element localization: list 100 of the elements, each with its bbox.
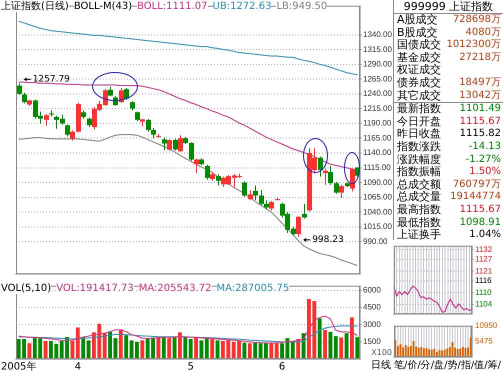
x-tick-label: 6: [278, 362, 286, 371]
category-label: 国债成交: [397, 38, 441, 52]
candlestick: [22, 92, 27, 104]
y-tick-label: 1127: [475, 254, 493, 264]
y-tick-label: 1115.00: [363, 162, 392, 172]
bar: [28, 343, 32, 359]
chart-subtitle: BOLL-M(43): [74, 1, 132, 12]
candlestick: [178, 134, 183, 152]
candlestick: [44, 113, 49, 126]
text: 13042万: [459, 90, 501, 101]
text: 19144774: [450, 191, 501, 202]
text: 999999 上证指数: [394, 0, 503, 14]
bar: [350, 318, 354, 359]
text: BOLL:1111.07: [137, 1, 208, 12]
candlestick: [296, 216, 301, 238]
candlestick: [199, 158, 204, 166]
category-label: 指数振幅: [397, 165, 441, 178]
y-tick-label: 1110: [475, 288, 492, 297]
candlestick: [87, 117, 92, 128]
candlestick: [323, 168, 328, 186]
annotation: 998.23: [312, 235, 344, 246]
y-tick-label: 1500: [363, 337, 382, 346]
candlestick: [302, 203, 307, 220]
x-tick-label: 2005年: [0, 360, 36, 371]
y-tick-label: 4500: [363, 302, 382, 312]
bar: [216, 340, 220, 359]
text: 1.50%: [469, 166, 501, 178]
y-tick-label: 3000: [363, 320, 382, 329]
category-label: 最新指数: [397, 102, 441, 116]
y-tick-label: 1265.00: [363, 74, 392, 84]
category-label: 基金成交: [397, 50, 441, 64]
text: 1115.67: [460, 204, 501, 215]
text: 760797万: [452, 178, 501, 190]
category-label: A股成交: [397, 13, 438, 26]
text: 1115.82: [460, 128, 501, 140]
text: 27218万: [459, 52, 501, 63]
candlestick: [259, 190, 264, 206]
bar: [178, 332, 182, 359]
y-tick-label: 1065.00: [363, 192, 392, 202]
candlestick: [248, 190, 253, 201]
y-tick-label: 1315.00: [363, 44, 392, 54]
candlestick: [269, 200, 274, 211]
candlestick: [264, 200, 269, 210]
bar: [242, 342, 246, 359]
candlestick: [65, 125, 70, 137]
y-tick-label: 1340.00: [363, 30, 392, 39]
text: LB:949.50: [276, 1, 328, 12]
bar: [44, 340, 48, 359]
bar: [194, 338, 198, 359]
text: 1115.67: [460, 116, 501, 127]
category-label: 债券成交: [397, 76, 441, 90]
category-label: 权证成交: [397, 63, 441, 76]
category-label: B股成交: [397, 26, 438, 39]
y-tick-label: 1090.00: [363, 178, 392, 187]
category-label: 最低指数: [397, 216, 441, 229]
y-tick-label: 1215.00: [363, 104, 392, 113]
y-tick-label: 1290.00: [363, 60, 392, 69]
candlestick: [334, 181, 339, 194]
candlestick: [146, 118, 151, 132]
y-tick-label: 1240.00: [363, 89, 392, 98]
category-label: 涨跌幅度: [397, 152, 441, 166]
candlestick: [339, 184, 344, 198]
category-label: 总成交额: [397, 178, 441, 191]
candlestick: [167, 140, 172, 152]
text: 18497万: [459, 76, 501, 88]
y-tick-label: 5475: [475, 336, 494, 346]
category-label: 上证换手: [397, 228, 441, 242]
candlestick: [350, 168, 355, 192]
y-tick-label: 1104: [475, 300, 493, 309]
chart-title: 上证指数(日线): [1, 1, 69, 12]
bar: [323, 330, 327, 359]
annotation: 1257.79: [32, 74, 70, 85]
y-tick-label: 1190.00: [363, 118, 392, 128]
candlestick: [76, 102, 81, 132]
text: 笔/价/分/盘/势/指/值/筹/: [394, 360, 501, 371]
category-label: 其它成交: [397, 88, 441, 102]
candlestick: [328, 166, 333, 186]
x-tick-label: 4: [74, 362, 81, 371]
y-tick-label: 1140.00: [363, 148, 392, 158]
bar: [344, 333, 348, 359]
category-label: 今日开盘: [397, 114, 441, 128]
category-label: 最高指数: [397, 202, 441, 216]
category-label: 昨日收盘: [397, 127, 441, 141]
text: 4080万: [466, 26, 501, 38]
y-tick-label: 1132: [475, 244, 493, 254]
bar: [156, 336, 160, 359]
text: 1101.49: [460, 103, 501, 114]
text: 1098.91: [460, 216, 501, 228]
text: MA:205543.72: [138, 283, 212, 294]
text: 728698万: [452, 14, 501, 25]
y-tick-label: 1116: [475, 276, 492, 286]
candlestick: [210, 171, 215, 182]
category-label: 总成交量: [397, 190, 441, 204]
y-tick-label: 1121: [475, 266, 493, 276]
y-tick-label: 1040.00: [363, 207, 392, 216]
text: MA:287005.75: [216, 283, 290, 294]
candlestick: [162, 137, 167, 151]
candlestick: [49, 110, 54, 117]
candlestick: [151, 128, 156, 139]
annotation: VOL:191417.73: [56, 283, 134, 294]
